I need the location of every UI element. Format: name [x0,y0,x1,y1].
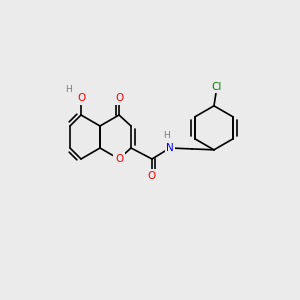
Text: O: O [77,93,85,103]
Text: H: H [164,130,170,140]
Text: O: O [115,93,123,103]
Text: N: N [166,143,174,153]
Text: H: H [66,85,72,94]
Text: O: O [148,171,156,181]
Text: Cl: Cl [212,82,222,92]
Text: O: O [115,154,123,164]
